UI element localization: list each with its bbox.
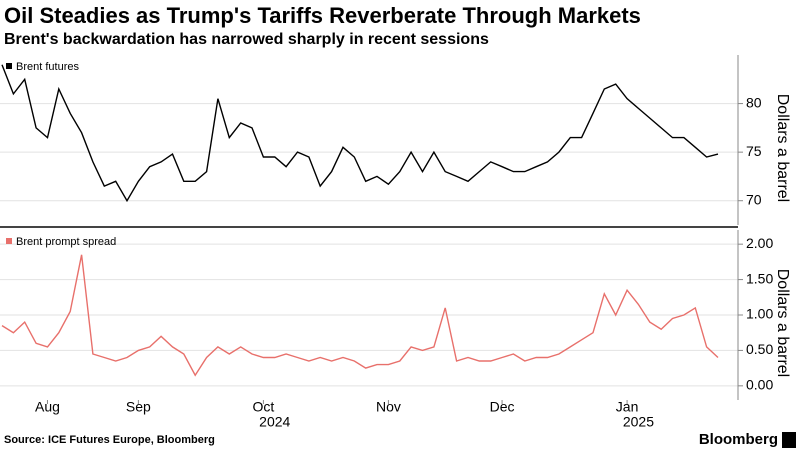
x-tick-label: Nov (376, 399, 401, 415)
y-tick-label: 70 (746, 191, 762, 207)
line-series (1, 64, 719, 203)
line-series (1, 254, 719, 377)
x-year-label: 2025 (623, 414, 654, 430)
x-tick-label: Oct (253, 399, 275, 415)
x-tick-label: Sep (126, 399, 151, 415)
legend-swatch (6, 63, 12, 69)
y-tick-label: 75 (746, 143, 762, 159)
chart-subtitle: Brent's backwardation has narrowed sharp… (4, 31, 489, 48)
y-tick-label: 1.00 (746, 306, 773, 322)
brand: Bloomberg (699, 431, 778, 448)
x-year-label: 2024 (259, 414, 290, 430)
source: Source: ICE Futures Europe, Bloomberg (4, 434, 215, 446)
x-tick-label: Dec (490, 399, 515, 415)
legend-swatch (6, 238, 12, 244)
x-tick-label: Aug (35, 399, 60, 415)
y-axis-label: Dollars a barrel (774, 94, 791, 202)
y-tick-label: 0.00 (746, 377, 773, 393)
brand-icon (782, 432, 796, 448)
x-tick-label: Jan (616, 399, 639, 415)
y-tick-label: 0.50 (746, 341, 773, 357)
legend-label: Brent futures (16, 61, 79, 73)
legend-label: Brent prompt spread (16, 236, 116, 248)
y-tick-label: 80 (746, 94, 762, 110)
y-tick-label: 1.50 (746, 270, 773, 286)
y-tick-label: 2.00 (746, 235, 773, 251)
y-axis-label: Dollars a barrel (774, 269, 791, 377)
chart-title: Oil Steadies as Trump's Tariffs Reverber… (4, 3, 641, 28)
